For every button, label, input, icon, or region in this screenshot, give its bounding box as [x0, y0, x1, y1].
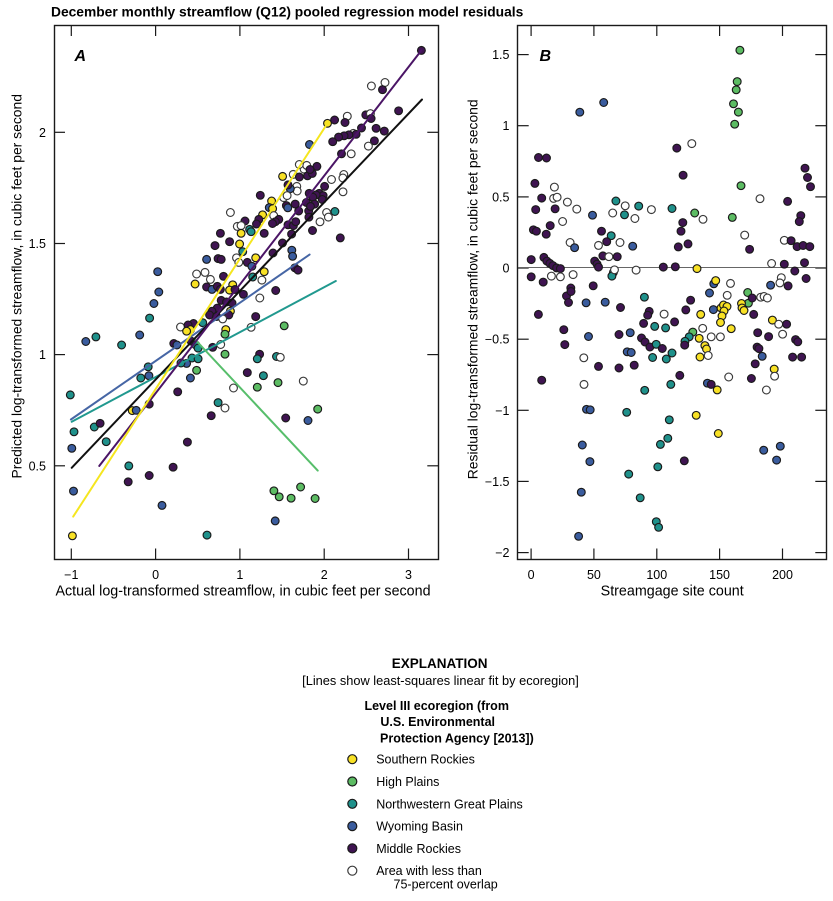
svg-text:B: B: [540, 48, 552, 65]
svg-text:1.5: 1.5: [492, 48, 509, 62]
svg-text:0: 0: [528, 568, 535, 582]
svg-text:1: 1: [236, 568, 243, 582]
svg-text:−0.5: −0.5: [485, 333, 510, 347]
svg-text:2: 2: [39, 126, 46, 140]
svg-text:Protection Agency [2013]): Protection Agency [2013]): [380, 732, 534, 746]
svg-text:0.5: 0.5: [29, 459, 46, 473]
svg-text:[Lines show least-squares line: [Lines show least-squares linear fit by …: [302, 673, 579, 688]
svg-text:−1: −1: [495, 404, 509, 418]
svg-text:A: A: [74, 48, 87, 65]
svg-text:0: 0: [503, 262, 510, 276]
svg-text:U.S. Environmental: U.S. Environmental: [380, 715, 495, 729]
svg-text:High Plains: High Plains: [376, 775, 439, 789]
svg-text:0.5: 0.5: [492, 190, 509, 204]
svg-text:2: 2: [321, 568, 328, 582]
svg-text:0: 0: [152, 568, 159, 582]
svg-text:Southern Rockies: Southern Rockies: [376, 753, 475, 767]
svg-text:EXPLANATION: EXPLANATION: [392, 656, 488, 671]
svg-text:200: 200: [772, 568, 793, 582]
svg-text:150: 150: [709, 568, 730, 582]
svg-text:50: 50: [587, 568, 601, 582]
svg-text:1.5: 1.5: [29, 237, 46, 251]
svg-text:3: 3: [405, 568, 412, 582]
svg-text:1: 1: [39, 348, 46, 362]
svg-text:75-percent overlap: 75-percent overlap: [394, 878, 498, 892]
svg-text:−1: −1: [64, 568, 78, 582]
svg-text:Area with less than: Area with less than: [376, 864, 482, 878]
svg-text:Residual log-transformed strea: Residual log-transformed streamflow, in …: [465, 99, 481, 479]
svg-text:−1.5: −1.5: [485, 475, 510, 489]
svg-text:Streamgage site count: Streamgage site count: [601, 584, 744, 600]
svg-text:100: 100: [646, 568, 667, 582]
svg-text:1: 1: [503, 119, 510, 133]
svg-text:−2: −2: [495, 546, 509, 560]
svg-text:Level III ecoregion (from: Level III ecoregion (from: [364, 699, 508, 713]
svg-text:December monthly streamflow (Q: December monthly streamflow (Q12) pooled…: [51, 4, 524, 19]
svg-text:Predicted log-transformed stre: Predicted log-transformed streamflow, in…: [9, 94, 25, 479]
svg-text:Northwestern Great Plains: Northwestern Great Plains: [376, 797, 523, 811]
svg-text:Actual log-transformed streamf: Actual log-transformed streamflow, in cu…: [55, 584, 430, 600]
svg-text:Wyoming Basin: Wyoming Basin: [376, 820, 463, 834]
svg-text:Middle Rockies: Middle Rockies: [376, 842, 461, 856]
